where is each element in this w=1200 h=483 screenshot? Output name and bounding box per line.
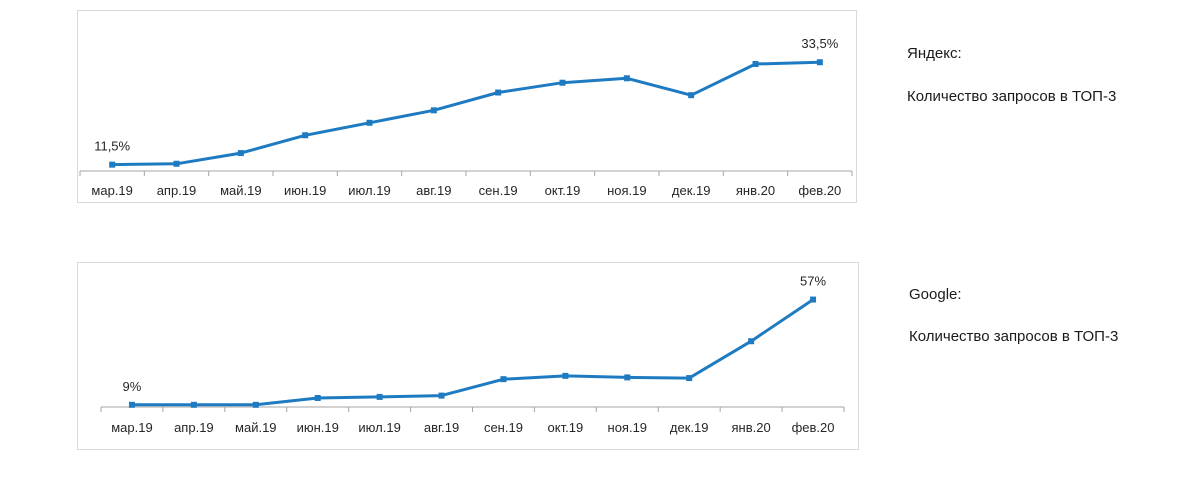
data-point xyxy=(109,161,116,168)
data-point xyxy=(366,119,373,126)
yandex-caption-subtitle: Количество запросов в ТОП-3 xyxy=(907,88,1117,105)
x-tick-label: апр.19 xyxy=(174,420,214,435)
data-point xyxy=(752,61,759,68)
x-tick-label: сен.19 xyxy=(479,183,518,198)
series-line xyxy=(112,60,820,167)
x-tick-label: фев.20 xyxy=(798,183,841,198)
x-tick-label: окт.19 xyxy=(548,420,584,435)
data-point xyxy=(500,376,507,383)
x-tick-label: дек.19 xyxy=(672,183,711,198)
x-tick-label: мар.19 xyxy=(111,420,152,435)
x-tick-label: ноя.19 xyxy=(608,420,648,435)
data-point xyxy=(624,374,631,381)
yandex-chart-svg: мар.19 апр.19 май.19 июн.19 июл.19 авг.19 сен.… xyxy=(79,36,853,198)
data-point xyxy=(302,132,309,139)
data-point xyxy=(190,401,197,408)
x-tick-label: сен.19 xyxy=(484,420,523,435)
x-tick-label: июл.19 xyxy=(348,183,390,198)
x-tick-label: фев.20 xyxy=(792,420,835,435)
google-caption-subtitle: Количество запросов в ТОП-3 xyxy=(909,328,1119,345)
x-tick-label: мар.19 xyxy=(91,183,132,198)
google-chart-svg: мар.19 апр.19 май.19 июн.19 июл.19 авг.19 сен.… xyxy=(100,274,845,435)
series-line xyxy=(132,298,814,407)
data-point xyxy=(430,107,437,114)
x-tick-label: май.19 xyxy=(235,420,277,435)
x-tick-label: ноя.19 xyxy=(607,183,647,198)
data-label: 33,5% xyxy=(801,36,838,51)
data-point xyxy=(748,338,755,345)
google-chart: мар.19 апр.19 май.19 июн.19 июл.19 авг.19 сен.… xyxy=(77,262,859,450)
x-tick-label: май.19 xyxy=(220,183,262,198)
yandex-chart: мар.19 апр.19 май.19 июн.19 июл.19 авг.19 сен.… xyxy=(77,10,857,203)
data-point xyxy=(314,395,321,402)
x-tick-label: апр.19 xyxy=(157,183,197,198)
data-point xyxy=(688,92,695,99)
data-point xyxy=(495,89,502,96)
data-point xyxy=(559,79,566,86)
yandex-caption-title: Яндекс: xyxy=(907,45,962,62)
data-point xyxy=(252,401,259,408)
data-point xyxy=(237,150,244,157)
google-caption-title: Google: xyxy=(909,286,962,303)
x-tick-label: янв.20 xyxy=(732,420,771,435)
x-tick-label: янв.20 xyxy=(736,183,775,198)
x-tick-label: авг.19 xyxy=(424,420,459,435)
data-point xyxy=(438,392,445,399)
data-point xyxy=(128,401,135,408)
x-tick-label: июн.19 xyxy=(284,183,326,198)
data-point xyxy=(623,75,630,82)
data-label: 11,5% xyxy=(94,139,130,154)
data-point xyxy=(562,372,569,379)
data-point xyxy=(816,59,823,66)
data-label: 57% xyxy=(800,274,826,289)
data-point xyxy=(810,296,817,303)
x-tick-label: июл.19 xyxy=(358,420,400,435)
data-point xyxy=(173,160,180,167)
data-point xyxy=(686,375,693,382)
data-point xyxy=(376,393,383,400)
x-tick-label: окт.19 xyxy=(545,183,581,198)
data-label: 9% xyxy=(123,379,142,394)
x-tick-label: дек.19 xyxy=(670,420,709,435)
x-tick-label: авг.19 xyxy=(416,183,451,198)
x-tick-label: июн.19 xyxy=(297,420,339,435)
